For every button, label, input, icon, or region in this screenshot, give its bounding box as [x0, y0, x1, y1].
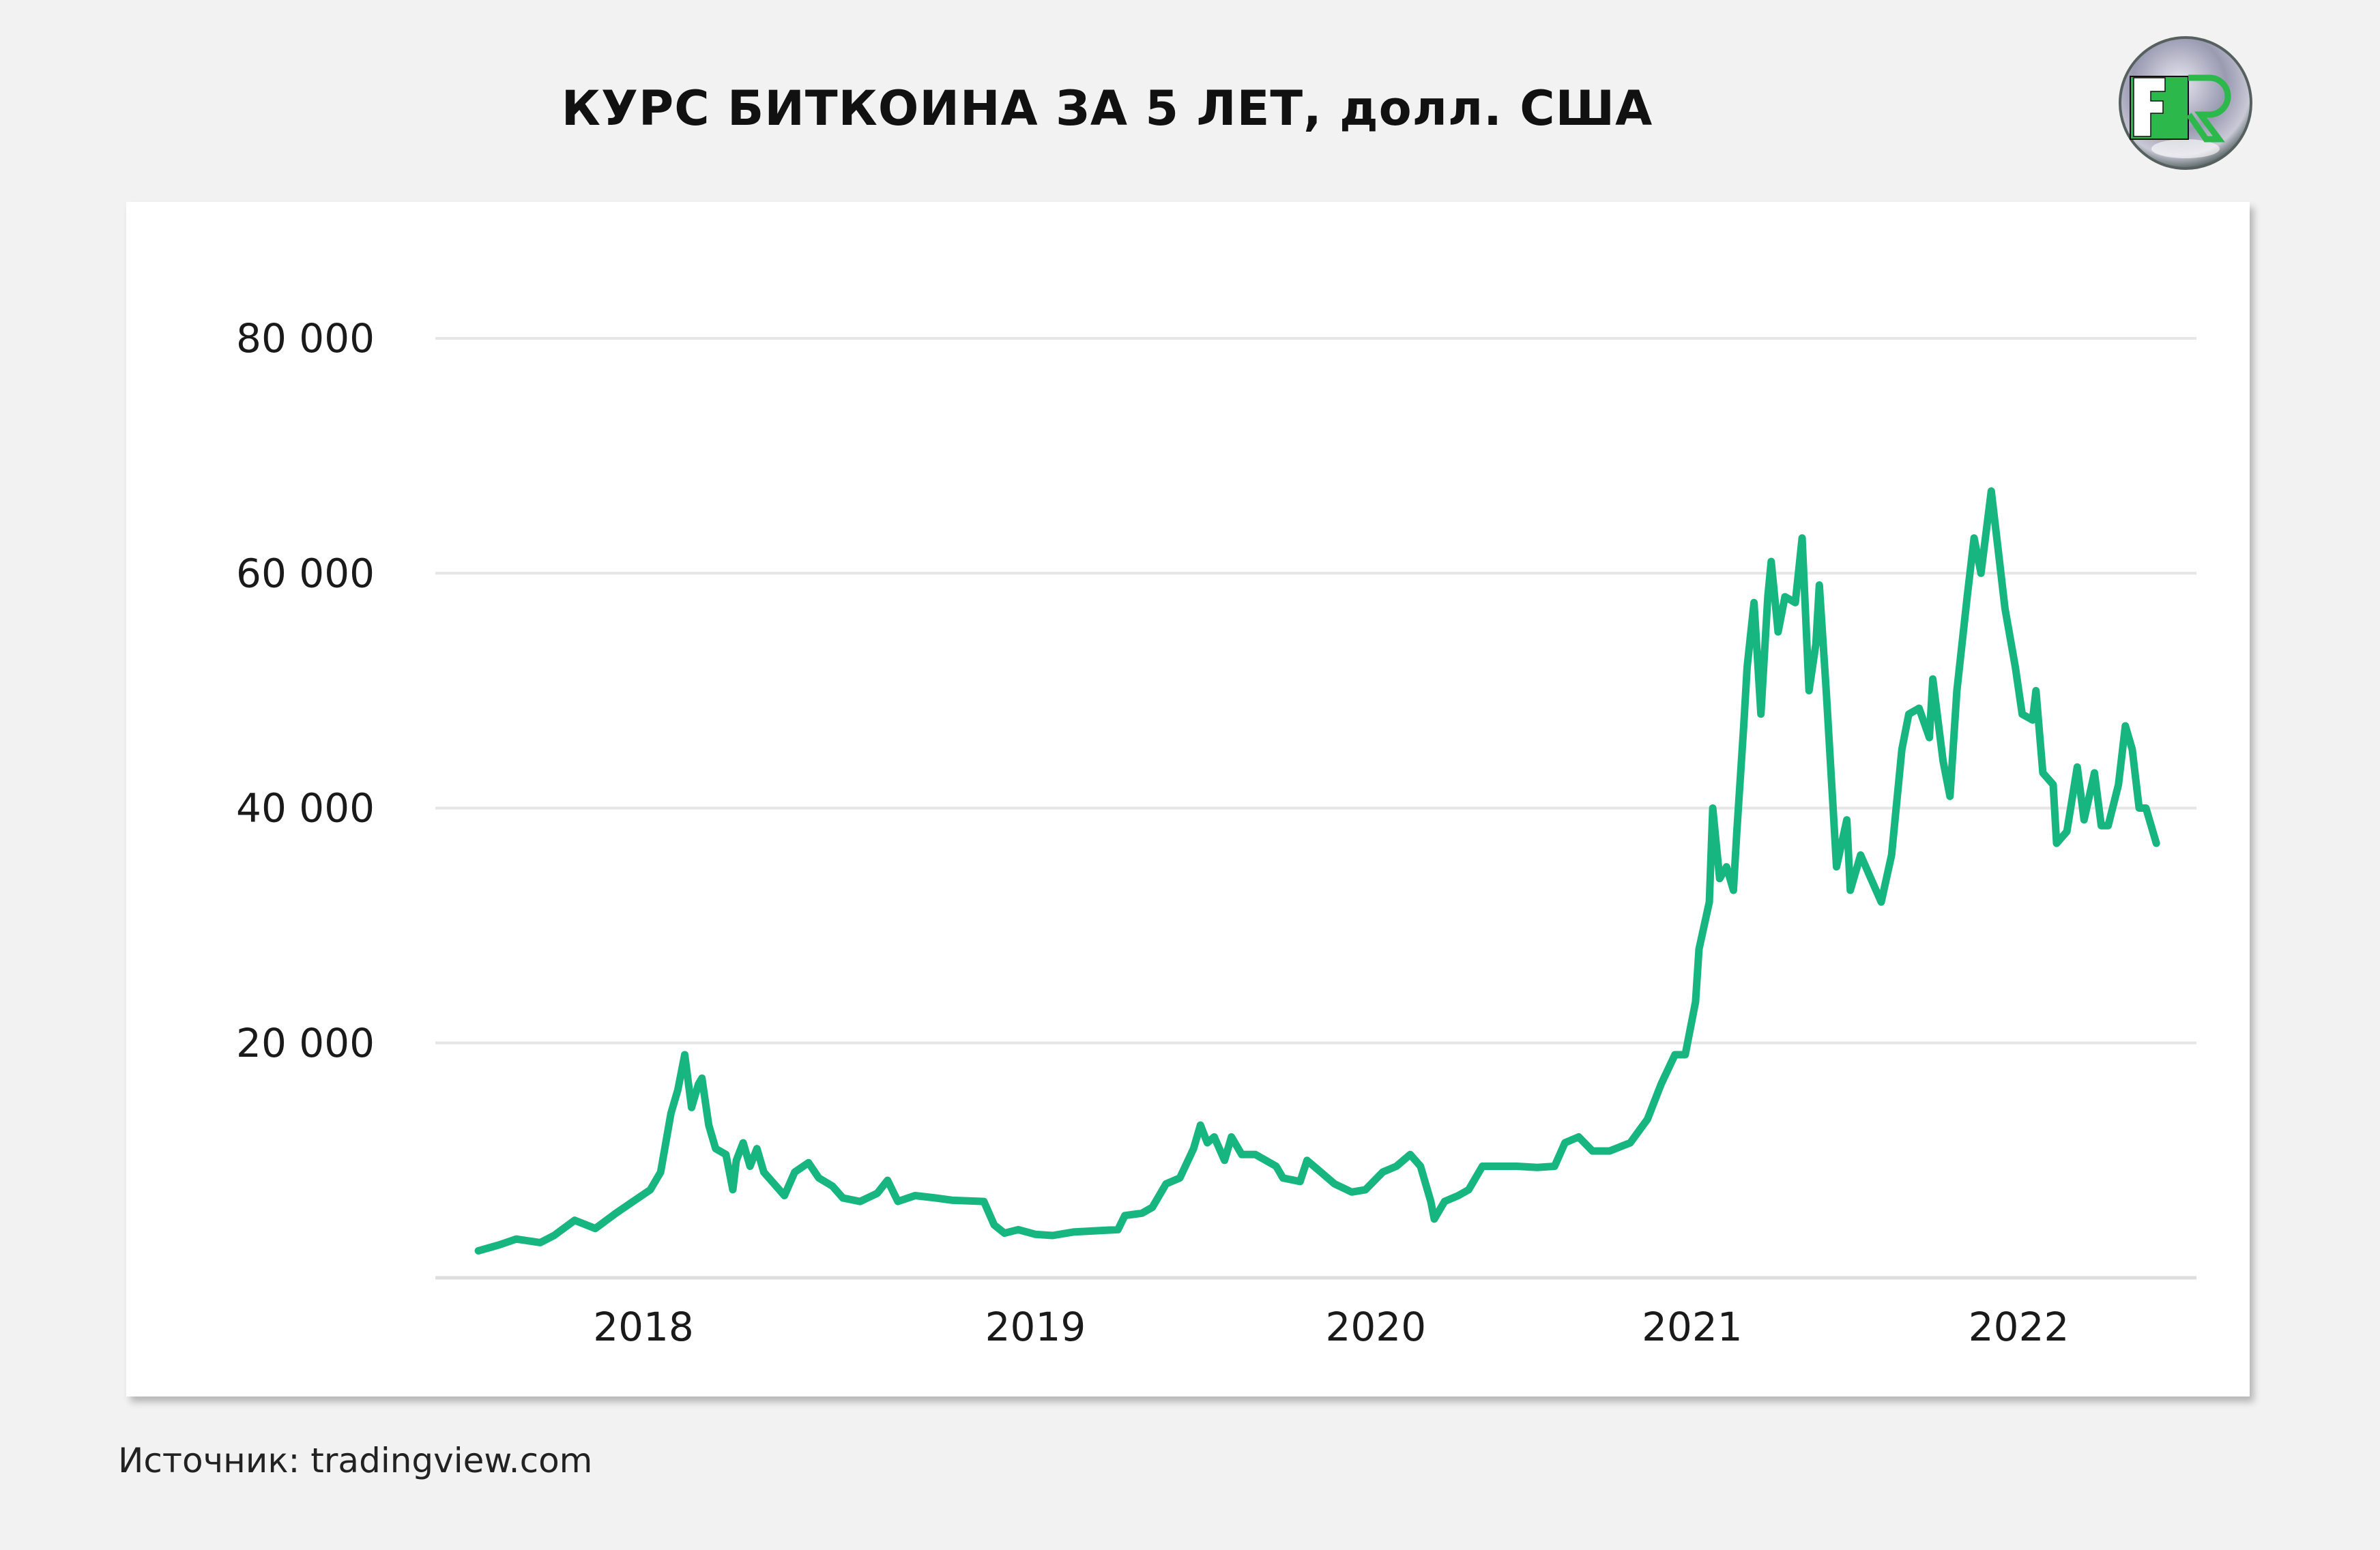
series-line-btc — [474, 487, 2160, 1255]
x-tick-label: 2019 — [985, 1304, 1086, 1350]
x-tick-label: 2020 — [1326, 1304, 1427, 1350]
x-tick-label: 2022 — [1969, 1304, 2070, 1350]
y-tick-label: 80 000 — [236, 315, 375, 362]
fr-logo — [2115, 33, 2259, 179]
source-note: Источник: tradingview.com — [118, 1441, 593, 1480]
y-tick-label: 40 000 — [236, 785, 375, 832]
y-tick-label: 60 000 — [236, 550, 375, 596]
x-tick-label: 2021 — [1642, 1304, 1743, 1350]
y-tick-label: 20 000 — [236, 1020, 375, 1066]
chart-title: КУРС БИТКОИНА ЗА 5 ЛЕТ, долл. США — [561, 81, 1653, 136]
x-tick-label: 2018 — [593, 1304, 694, 1350]
